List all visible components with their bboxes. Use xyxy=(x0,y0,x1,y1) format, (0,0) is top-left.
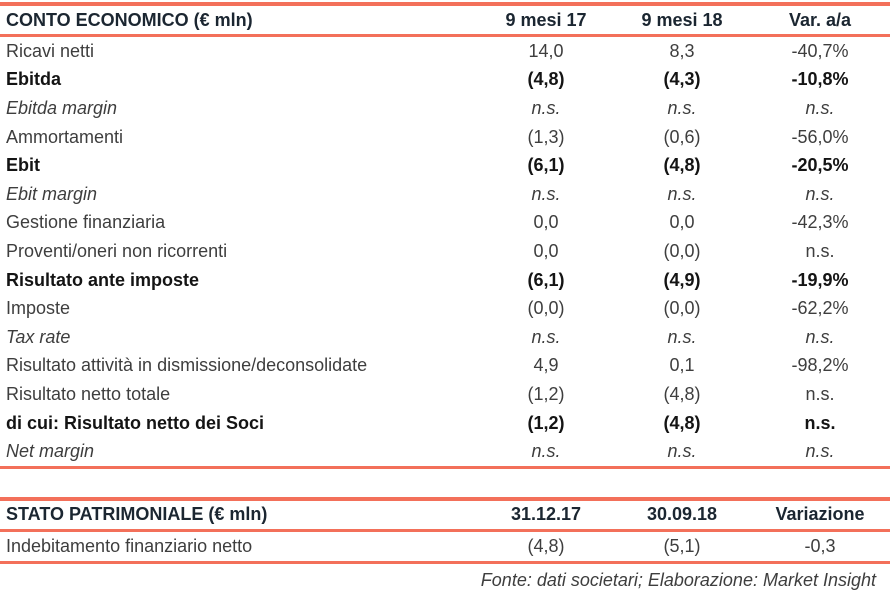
row-label: Proventi/oneri non ricorrenti xyxy=(6,240,228,261)
table-row: Risultato netto totale (1,2) (4,8) n.s. xyxy=(0,380,890,409)
value-cell: -40,7% xyxy=(791,40,849,61)
row-label: Ebit margin xyxy=(6,183,98,204)
value-cell: (4,8) xyxy=(663,383,701,404)
value-cell: -98,2% xyxy=(791,355,849,376)
row-label: Risultato attività in dismissione/decons… xyxy=(6,355,368,376)
table-row: Ammortamenti (1,3) (0,6) -56,0% xyxy=(0,123,890,152)
value-cell: n.s. xyxy=(805,326,835,347)
value-cell: -62,2% xyxy=(791,298,849,319)
value-cell: n.s. xyxy=(531,97,561,118)
value-cell: 0,0 xyxy=(533,212,559,233)
row-label: Risultato ante imposte xyxy=(6,269,200,290)
table-row: Ebitda margin n.s. n.s. n.s. xyxy=(0,94,890,123)
table-row: Gestione finanziaria 0,0 0,0 -42,3% xyxy=(0,209,890,238)
table-row: Ebit margin n.s. n.s. n.s. xyxy=(0,180,890,209)
value-cell: (4,8) xyxy=(663,412,701,433)
value-cell: n.s. xyxy=(805,383,835,404)
value-cell: (4,3) xyxy=(663,69,701,90)
value-cell: n.s. xyxy=(804,412,836,433)
value-cell: 0,0 xyxy=(669,212,695,233)
value-cell: (4,8) xyxy=(527,69,565,90)
value-cell: n.s. xyxy=(531,183,561,204)
table-row: Ricavi netti 14,0 8,3 -40,7% xyxy=(0,36,890,66)
row-label: Net margin xyxy=(6,441,95,462)
balance-sheet-title: STATO PATRIMONIALE (€ mln) xyxy=(0,498,478,532)
value-cell: 8,3 xyxy=(669,40,695,61)
value-cell: (0,0) xyxy=(663,298,701,319)
row-label: Gestione finanziaria xyxy=(6,212,166,233)
value-cell: n.s. xyxy=(805,441,835,462)
table-row: Risultato attività in dismissione/decons… xyxy=(0,352,890,381)
table-row: Ebit (6,1) (4,8) -20,5% xyxy=(0,151,890,180)
value-cell: (1,2) xyxy=(527,412,565,433)
table-row: Tax rate n.s. n.s. n.s. xyxy=(0,323,890,352)
value-cell: n.s. xyxy=(805,183,835,204)
value-cell: -19,9% xyxy=(791,269,849,290)
value-cell: (4,8) xyxy=(527,535,565,556)
value-cell: 0,0 xyxy=(533,240,559,261)
source-note: Fonte: dati societari; Elaborazione: Mar… xyxy=(480,569,876,590)
income-statement-table: CONTO ECONOMICO (€ mln) 9 mesi 17 9 mesi… xyxy=(0,2,890,469)
row-label: Tax rate xyxy=(6,326,71,347)
table-row: Risultato ante imposte (6,1) (4,9) -19,9… xyxy=(0,266,890,295)
column-header-date-1: 31.12.17 xyxy=(478,498,614,532)
value-cell: n.s. xyxy=(667,97,697,118)
value-cell: n.s. xyxy=(805,97,835,118)
value-cell: -20,5% xyxy=(791,155,849,176)
value-cell: -42,3% xyxy=(791,212,849,233)
value-cell: n.s. xyxy=(531,441,561,462)
row-label: Ricavi netti xyxy=(6,40,95,61)
value-cell: -0,3 xyxy=(804,535,836,556)
column-header-date-2: 30.09.18 xyxy=(614,498,750,532)
table-row: Imposte (0,0) (0,0) -62,2% xyxy=(0,294,890,323)
value-cell: (5,1) xyxy=(663,535,701,556)
column-header-period-1: 9 mesi 17 xyxy=(478,4,614,37)
column-header-period-2: 9 mesi 18 xyxy=(614,4,750,37)
value-cell: n.s. xyxy=(667,326,697,347)
table-row: Indebitamento finanziario netto (4,8) (5… xyxy=(0,530,890,562)
value-cell: (4,9) xyxy=(663,269,701,290)
income-statement-title: CONTO ECONOMICO (€ mln) xyxy=(0,4,478,37)
value-cell: n.s. xyxy=(531,326,561,347)
value-cell: (6,1) xyxy=(527,269,565,290)
table-row: Net margin n.s. n.s. n.s. xyxy=(0,437,890,467)
value-cell: (6,1) xyxy=(527,155,565,176)
column-header-variation: Variazione xyxy=(750,498,890,532)
row-label: Ammortamenti xyxy=(6,126,124,147)
value-cell: (4,8) xyxy=(663,155,701,176)
value-cell: 0,1 xyxy=(669,355,695,376)
value-cell: n.s. xyxy=(805,240,835,261)
income-statement-header-row: CONTO ECONOMICO (€ mln) 9 mesi 17 9 mesi… xyxy=(0,4,890,37)
value-cell: (1,2) xyxy=(527,383,565,404)
value-cell: -56,0% xyxy=(791,126,849,147)
row-label: di cui: Risultato netto dei Soci xyxy=(6,412,265,433)
value-cell: (0,6) xyxy=(663,126,701,147)
value-cell: 4,9 xyxy=(533,355,559,376)
value-cell: 14,0 xyxy=(528,40,564,61)
row-label: Indebitamento finanziario netto xyxy=(6,535,253,556)
column-header-variation: Var. a/a xyxy=(750,4,890,37)
row-label: Ebitda margin xyxy=(6,97,118,118)
value-cell: n.s. xyxy=(667,183,697,204)
row-label: Ebit xyxy=(6,155,40,176)
value-cell: n.s. xyxy=(667,441,697,462)
value-cell: -10,8% xyxy=(791,69,849,90)
balance-sheet-header-row: STATO PATRIMONIALE (€ mln) 31.12.17 30.0… xyxy=(0,498,890,532)
table-row: di cui: Risultato netto dei Soci (1,2) (… xyxy=(0,409,890,438)
table-row: Ebitda (4,8) (4,3) -10,8% xyxy=(0,66,890,95)
value-cell: (1,3) xyxy=(527,126,565,147)
value-cell: (0,0) xyxy=(527,298,565,319)
row-label: Ebitda xyxy=(6,69,62,90)
row-label: Risultato netto totale xyxy=(6,383,171,404)
value-cell: (0,0) xyxy=(663,240,701,261)
row-label: Imposte xyxy=(6,298,71,319)
balance-sheet-table: STATO PATRIMONIALE (€ mln) 31.12.17 30.0… xyxy=(0,496,890,564)
table-row: Proventi/oneri non ricorrenti 0,0 (0,0) … xyxy=(0,237,890,266)
